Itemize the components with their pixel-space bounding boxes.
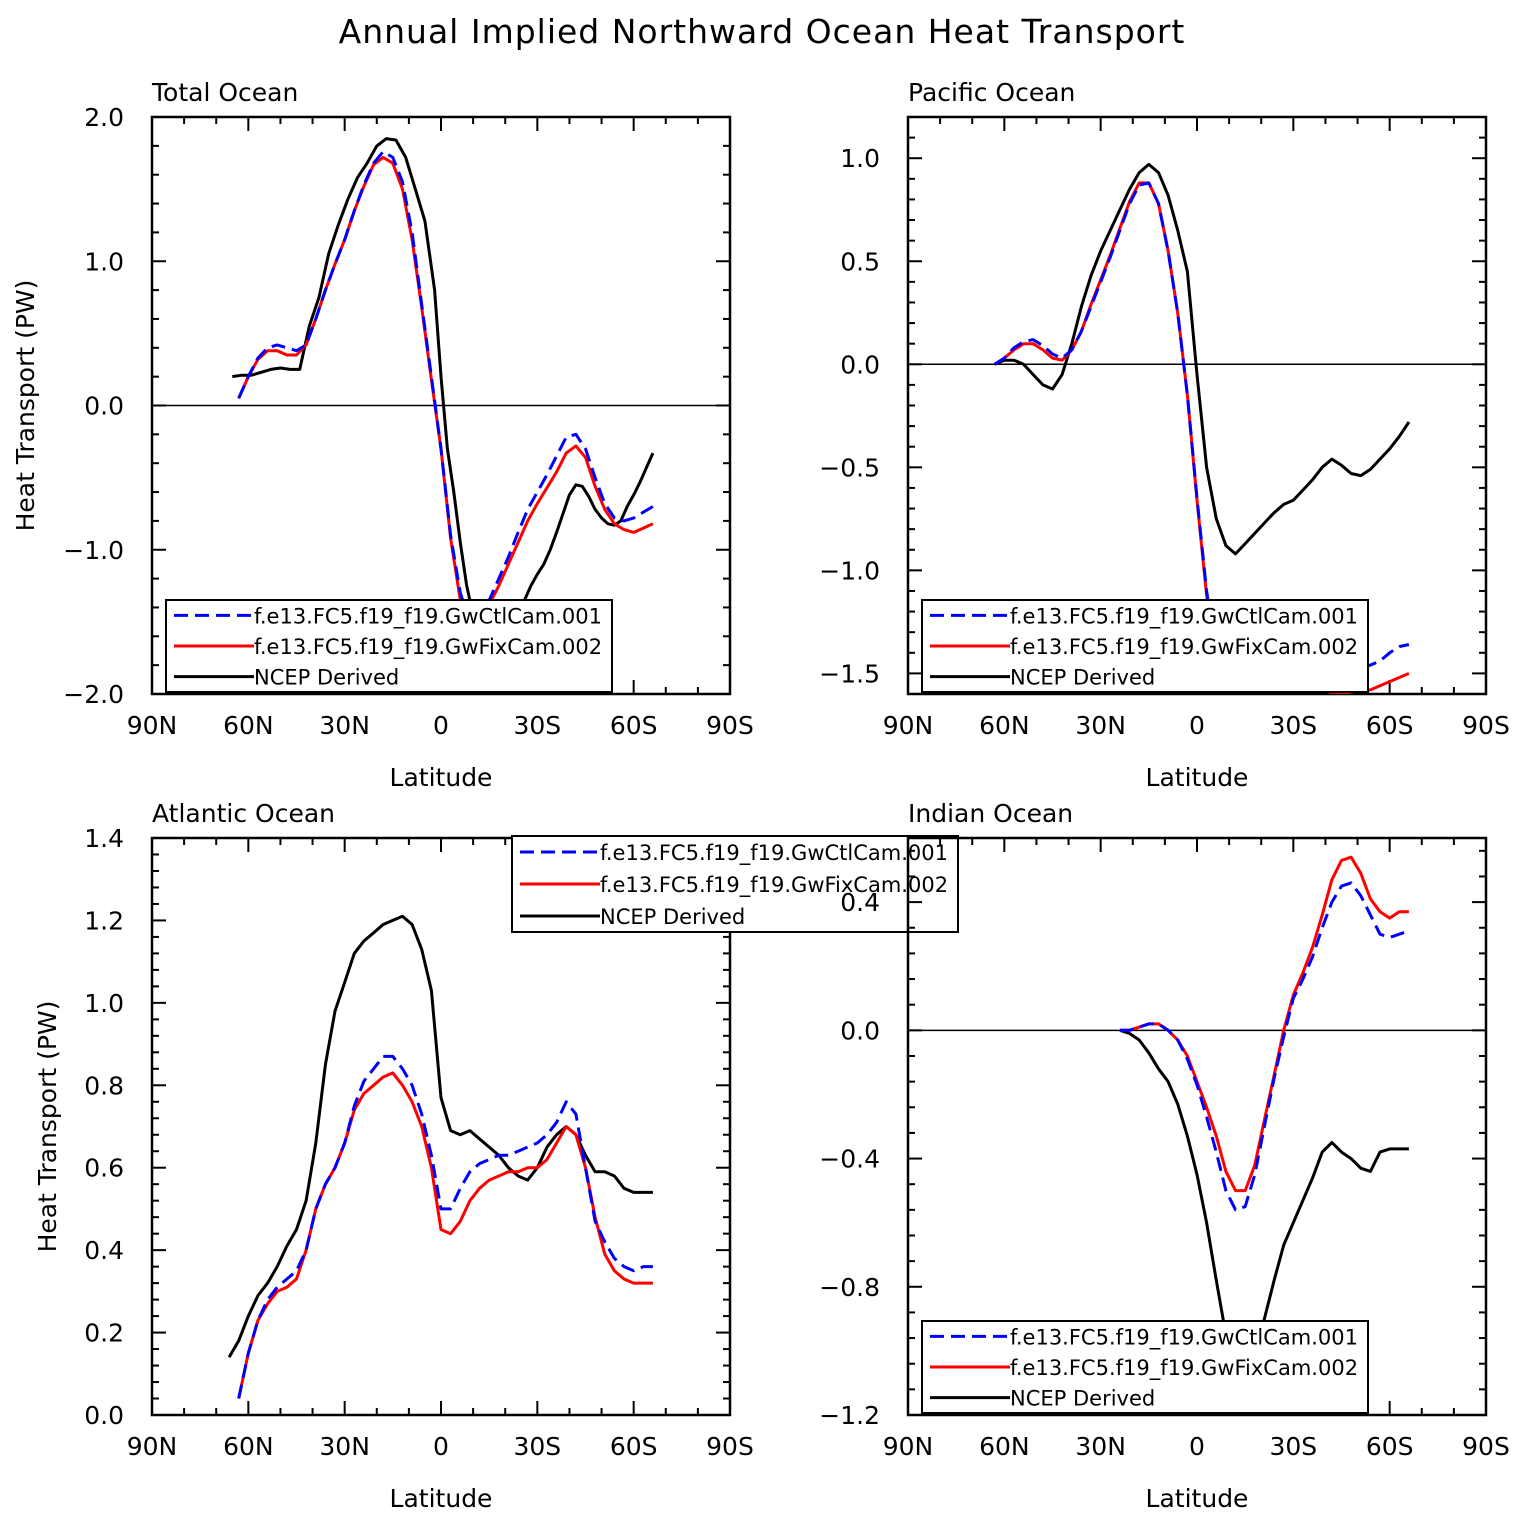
- series-line-ncep: [227, 914, 653, 1359]
- series-line-ncep: [1119, 1028, 1409, 1369]
- y-tick-label: 1.0: [840, 144, 880, 173]
- x-tick-label: 90S: [1462, 1432, 1510, 1461]
- y-tick-label: −1.0: [819, 556, 880, 585]
- series-line-ctl: [237, 1054, 653, 1399]
- y-tick-label: 0.4: [840, 888, 880, 917]
- y-tick-label: 1.4: [84, 824, 124, 853]
- legend-label: f.e13.FC5.f19_f19.GwFixCam.002: [1010, 1356, 1358, 1381]
- y-tick-label: 0.0: [84, 392, 124, 421]
- legend-label: f.e13.FC5.f19_f19.GwCtlCam.001: [254, 604, 602, 629]
- y-tick-label: −2.0: [63, 680, 124, 709]
- y-tick-label: 0.4: [84, 1236, 124, 1265]
- x-tick-label: 90S: [706, 711, 754, 740]
- legend-label: NCEP Derived: [600, 905, 745, 929]
- y-tick-label: −0.4: [819, 1145, 880, 1174]
- x-tick-label: 60N: [979, 1432, 1030, 1461]
- legend-label: f.e13.FC5.f19_f19.GwCtlCam.001: [1010, 604, 1358, 629]
- panel-title: Indian Ocean: [908, 799, 1073, 828]
- y-tick-label: 1.0: [84, 989, 124, 1018]
- y-tick-label: −1.0: [63, 536, 124, 565]
- legend-label: f.e13.FC5.f19_f19.GwCtlCam.001: [600, 841, 948, 866]
- y-tick-label: 0.6: [84, 1154, 124, 1183]
- y-tick-label: 1.2: [84, 906, 124, 935]
- panel-title: Atlantic Ocean: [152, 799, 335, 828]
- y-tick-label: −1.5: [819, 659, 880, 688]
- x-tick-label: 60N: [223, 711, 274, 740]
- x-tick-label: 30S: [1269, 711, 1317, 740]
- x-tick-label: 30N: [319, 1432, 370, 1461]
- figure-title: Annual Implied Northward Ocean Heat Tran…: [338, 12, 1186, 51]
- panel-title: Pacific Ocean: [908, 78, 1075, 107]
- y-axis-label: Heat Transport (PW): [11, 280, 40, 532]
- legend-label: NCEP Derived: [1010, 666, 1155, 690]
- x-tick-label: 30S: [513, 1432, 561, 1461]
- x-axis-label: Latitude: [390, 1484, 493, 1513]
- x-tick-label: 0: [1189, 711, 1205, 740]
- series-line-ncep: [994, 162, 1411, 556]
- y-tick-label: 0.2: [84, 1319, 124, 1348]
- x-tick-label: 90N: [127, 1432, 178, 1461]
- y-tick-label: −1.2: [819, 1401, 880, 1430]
- legend-label: f.e13.FC5.f19_f19.GwFixCam.002: [600, 873, 948, 898]
- series-line-fix: [237, 1071, 653, 1399]
- x-tick-label: 30S: [1269, 1432, 1317, 1461]
- x-tick-label: 30N: [319, 711, 370, 740]
- y-tick-label: 0.5: [840, 247, 880, 276]
- panel-indian-ocean: Indian Ocean 90N 60N 30N 0 30S 60S 90S Latitude −…: [819, 799, 1510, 1513]
- panel-title: Total Ocean: [151, 78, 298, 107]
- x-axis-label: Latitude: [1146, 1484, 1249, 1513]
- y-tick-label: −0.8: [819, 1273, 880, 1302]
- legend: f.e13.FC5.f19_f19.GwCtlCam.001 f.e13.FC5.…: [921, 1320, 1369, 1414]
- x-tick-label: 60S: [1366, 1432, 1414, 1461]
- y-tick-label: 2.0: [84, 103, 124, 132]
- x-tick-label: 30N: [1075, 711, 1126, 740]
- x-tick-label: 0: [433, 1432, 449, 1461]
- y-tick-label: 0.8: [84, 1071, 124, 1100]
- panel-atlantic-ocean: Atlantic Ocean 90N 60N 30N 0 30S 60S 90S Latitud…: [33, 799, 959, 1513]
- series-line-ncep: [232, 137, 655, 648]
- x-axis-label: Latitude: [1146, 763, 1249, 792]
- x-tick-label: 90N: [127, 711, 178, 740]
- x-tick-label: 60N: [223, 1432, 274, 1461]
- x-tick-label: 60S: [1366, 711, 1414, 740]
- x-axis-label: Latitude: [390, 763, 493, 792]
- x-tick-label: 60N: [979, 711, 1030, 740]
- legend-label: f.e13.FC5.f19_f19.GwCtlCam.001: [1010, 1325, 1358, 1350]
- legend-label: f.e13.FC5.f19_f19.GwFixCam.002: [1010, 635, 1358, 660]
- series-line-ctl: [1119, 881, 1410, 1212]
- legend: f.e13.FC5.f19_f19.GwCtlCam.001 f.e13.FC5.…: [921, 599, 1369, 693]
- x-tick-label: 30S: [513, 711, 561, 740]
- x-tick-label: 0: [1189, 1432, 1205, 1461]
- y-tick-label: 0.0: [840, 1016, 880, 1045]
- y-tick-label: 1.0: [84, 247, 124, 276]
- legend: f.e13.FC5.f19_f19.GwCtlCam.001 f.e13.FC5.…: [165, 599, 613, 693]
- legend-label: NCEP Derived: [1010, 1387, 1155, 1411]
- x-tick-label: 90N: [883, 711, 934, 740]
- y-tick-label: 0.0: [840, 350, 880, 379]
- panel-total-ocean: Total Ocean 90N 60N 30N 0 30S 60S 90S Latitude −2…: [11, 78, 754, 792]
- y-tick-label: 0.0: [84, 1401, 124, 1430]
- series-line-fix: [237, 155, 654, 627]
- legend-label: f.e13.FC5.f19_f19.GwFixCam.002: [254, 635, 602, 660]
- x-tick-label: 30N: [1075, 1432, 1126, 1461]
- x-tick-label: 0: [433, 711, 449, 740]
- legend: f.e13.FC5.f19_f19.GwCtlCam.001 f.e13.FC5.…: [511, 835, 959, 933]
- y-tick-label: −0.5: [819, 453, 880, 482]
- legend-label: NCEP Derived: [254, 666, 399, 690]
- x-tick-label: 60S: [610, 711, 658, 740]
- x-tick-label: 90S: [1462, 711, 1510, 740]
- y-axis-label: Heat Transport (PW): [33, 1001, 62, 1253]
- x-tick-label: 60S: [610, 1432, 658, 1461]
- panel-pacific-ocean: Pacific Ocean 90N 60N 30N 0 30S 60S 90S Latitude…: [819, 78, 1510, 792]
- series-line-ctl: [237, 150, 654, 624]
- x-tick-label: 90S: [706, 1432, 754, 1461]
- x-tick-label: 90N: [883, 1432, 934, 1461]
